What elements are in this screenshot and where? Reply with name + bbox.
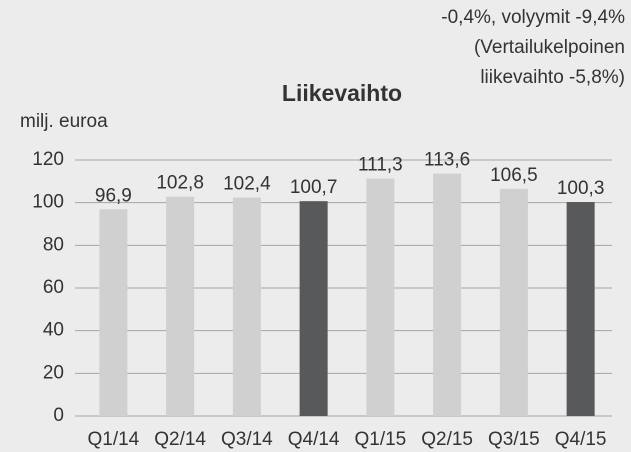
data-label: 100,7	[290, 177, 338, 198]
bar	[366, 178, 395, 416]
bar	[99, 209, 128, 416]
data-label: 111,3	[358, 155, 403, 176]
y-tick-label: 40	[43, 320, 64, 341]
data-label: 113,6	[424, 150, 470, 171]
x-tick-label: Q3/14	[221, 429, 273, 450]
annotation: liikevaihto -5,8%)	[480, 67, 625, 88]
bar	[299, 201, 328, 416]
y-tick-label: 60	[43, 277, 64, 298]
y-tick-label: 0	[53, 405, 64, 426]
y-tick-label: 80	[43, 234, 64, 255]
x-tick-label: Q1/14	[87, 429, 139, 450]
bar	[433, 173, 462, 416]
x-tick-label: Q2/15	[421, 429, 473, 450]
data-label: 102,8	[156, 173, 204, 194]
x-tick-label: Q2/14	[154, 429, 206, 450]
data-label: 106,5	[490, 165, 538, 186]
bar	[166, 196, 195, 416]
data-label: 96,9	[95, 185, 132, 206]
bar	[499, 188, 528, 416]
annotation: (Vertailukelpoinen	[474, 37, 625, 58]
x-tick-label: Q1/15	[354, 429, 406, 450]
data-label: 102,4	[223, 174, 271, 195]
data-label: 100,3	[557, 178, 605, 199]
x-tick-label: Q3/15	[488, 429, 540, 450]
y-axis-label: milj. euroa	[20, 111, 108, 132]
bar	[232, 197, 261, 416]
chart-title: Liikevaihto	[282, 80, 402, 106]
y-tick-label: 20	[43, 362, 64, 383]
x-tick-label: Q4/15	[555, 429, 607, 450]
bar	[566, 202, 595, 416]
y-tick-label: 100	[32, 192, 64, 213]
annotation: -0,4%, volyymit -9,4%	[441, 7, 625, 28]
x-tick-label: Q4/14	[288, 429, 340, 450]
y-tick-label: 120	[32, 149, 64, 170]
